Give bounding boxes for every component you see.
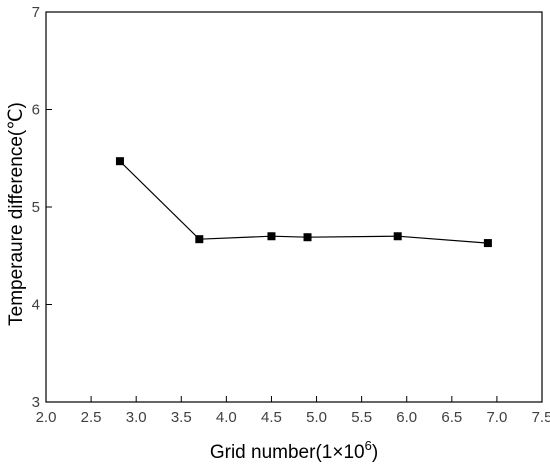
series-line (119, 160, 488, 244)
data-point-marker (303, 233, 312, 242)
data-point-marker (115, 157, 124, 166)
x-tick-label: 6.5 (441, 409, 462, 426)
x-tick-label: 5.5 (351, 409, 372, 426)
x-tick-label: 3.0 (126, 409, 147, 426)
x-tick-label: 5.0 (306, 409, 327, 426)
x-axis-ticks: 2.0 2.5 3.0 3.5 4.0 4.5 5.0 5.5 6.0 6.5 7.0 7.5 (36, 396, 550, 426)
data-markers (115, 157, 492, 248)
x-axis-title-end: ) (372, 442, 378, 463)
y-tick-label: 4 (32, 297, 40, 314)
y-axis-ticks: 3 4 5 6 7 (32, 4, 52, 411)
y-tick-label: 5 (32, 199, 40, 216)
y-axis-title: Temperaure difference(℃) (6, 102, 27, 326)
x-tick-label: 2.5 (81, 409, 102, 426)
data-point-marker (267, 232, 276, 241)
x-axis-title: Grid number(1×106) (210, 438, 378, 463)
x-tick-label: 7.0 (486, 409, 507, 426)
x-axis-title-superscript: 6 (365, 438, 372, 453)
x-tick-label: 7.5 (532, 409, 550, 426)
x-tick-label: 6.0 (396, 409, 417, 426)
y-tick-label: 3 (32, 394, 40, 411)
x-tick-label: 4.5 (261, 409, 282, 426)
data-point-marker (195, 235, 204, 244)
plot-frame (45, 11, 543, 403)
x-tick-label: 2.0 (36, 409, 57, 426)
x-tick-label: 3.5 (171, 409, 192, 426)
data-point-marker (393, 232, 402, 241)
data-point-marker (483, 239, 492, 248)
x-tick-label: 4.0 (216, 409, 237, 426)
y-tick-label: 6 (32, 102, 40, 119)
y-tick-label: 7 (32, 4, 40, 21)
